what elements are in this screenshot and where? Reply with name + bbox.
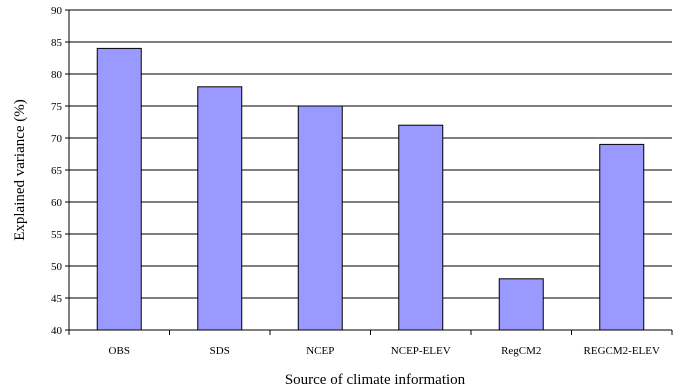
bar-obs [96, 47, 142, 331]
x-tick-label: SDS [210, 345, 230, 357]
x-tick-label: NCEP-ELEV [391, 345, 451, 357]
x-tick-label: REGCM2-ELEV [584, 345, 660, 357]
bar-regcm2 [498, 278, 544, 331]
x-tick-label: OBS [109, 345, 130, 357]
y-tick-label: 80 [51, 69, 63, 81]
y-tick-label: 65 [51, 165, 63, 177]
y-tick-label: 75 [51, 101, 63, 113]
bar-ncep [297, 105, 343, 331]
bar-sds [197, 86, 243, 331]
y-tick-label: 40 [51, 325, 63, 337]
y-tick-label: 85 [51, 37, 63, 49]
y-axis-title: Explained variance (%) [12, 99, 28, 241]
axes [65, 9, 673, 335]
y-tick-label: 90 [51, 5, 63, 17]
x-tick-labels: OBS SDS NCEP NCEP-ELEV RegCM2 REGCM2-ELEV [109, 345, 660, 357]
x-axis-title: Source of climate information [285, 372, 466, 388]
bar-regcm2-elev [599, 143, 645, 331]
x-tick-label: NCEP [306, 345, 334, 357]
y-tick-label: 60 [51, 197, 63, 209]
bar-ncep-elev [398, 124, 444, 331]
y-tick-label: 50 [51, 261, 63, 273]
y-tick-label: 55 [51, 229, 63, 241]
y-tick-label: 70 [51, 133, 63, 145]
y-tick-labels: 40 45 50 55 60 65 70 75 80 85 90 [51, 5, 63, 337]
x-tick-label: RegCM2 [501, 345, 541, 357]
bars [96, 47, 645, 331]
gridlines [69, 9, 672, 299]
y-tick-label: 45 [51, 293, 63, 305]
